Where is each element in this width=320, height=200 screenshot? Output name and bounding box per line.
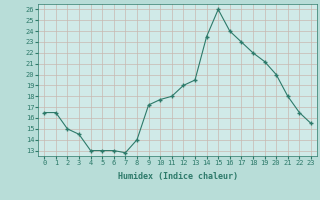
X-axis label: Humidex (Indice chaleur): Humidex (Indice chaleur) (118, 172, 238, 181)
